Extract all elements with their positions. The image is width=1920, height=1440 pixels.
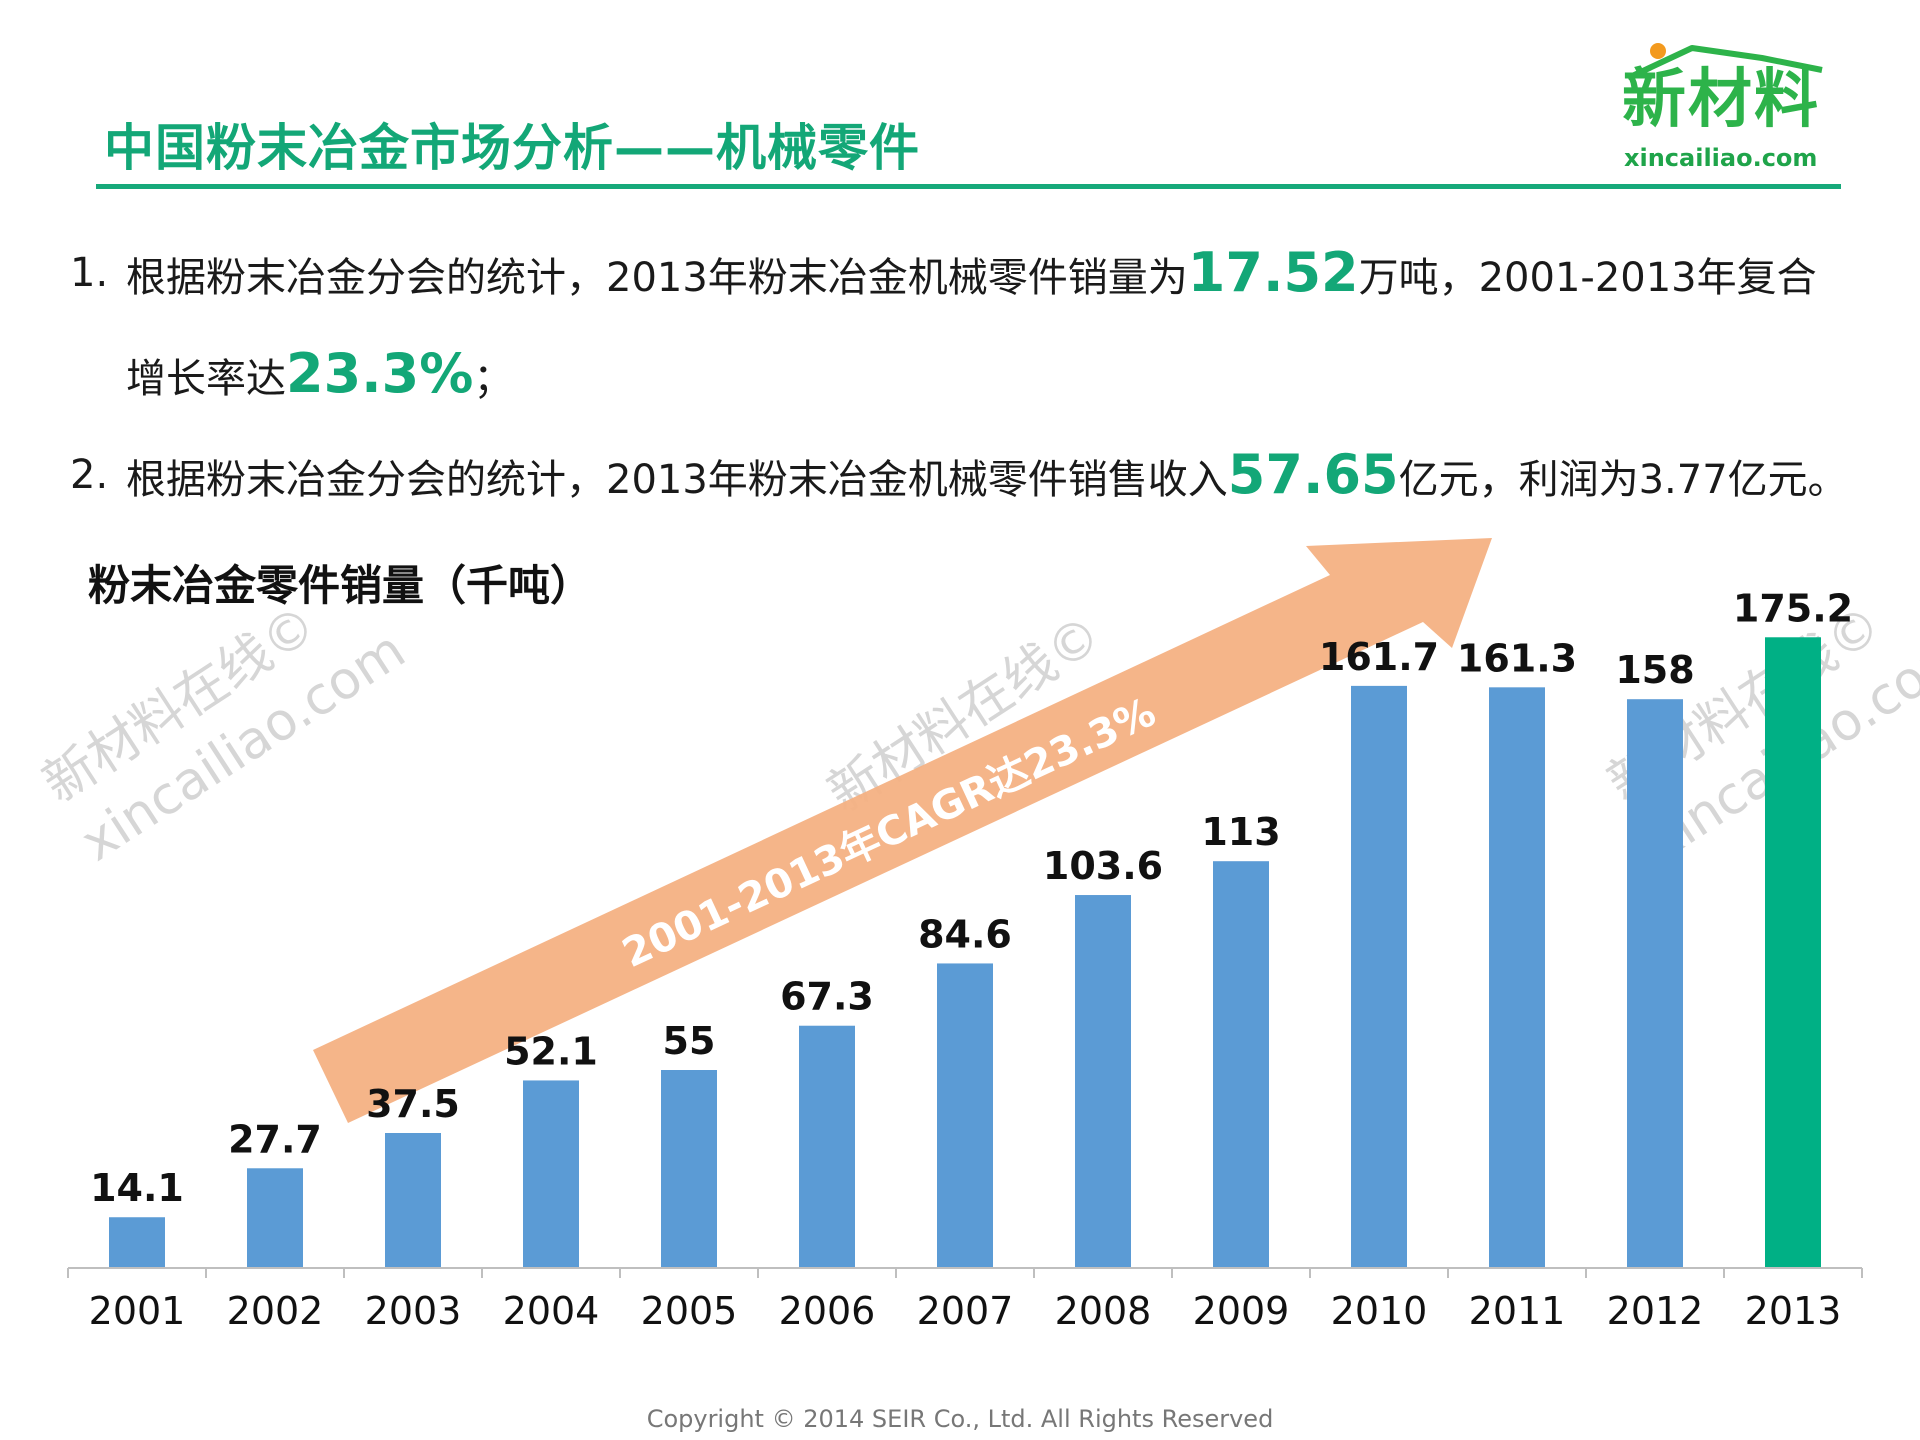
tick-label: 2002 <box>227 1289 324 1333</box>
tick-label: 2003 <box>365 1289 462 1333</box>
bullet-1: 1. 根据粉末冶金分会的统计，2013年粉末冶金机械零件销量为17.52万吨，2… <box>70 225 1850 427</box>
highlight-revenue: 57.65 <box>1227 443 1399 506</box>
data-label: 52.1 <box>504 1029 598 1073</box>
tick-label: 2009 <box>1193 1289 1290 1333</box>
bar-2002 <box>247 1168 303 1268</box>
bullet-list: 1. 根据粉末冶金分会的统计，2013年粉末冶金机械零件销量为17.52万吨，2… <box>70 225 1850 528</box>
bullet-text: 根据粉末冶金分会的统计，2013年粉末冶金机械零件销量为 <box>126 255 1188 301</box>
bullet-number: 2. <box>70 452 109 498</box>
data-label: 14.1 <box>90 1166 184 1210</box>
data-label: 175.2 <box>1733 586 1853 630</box>
tick-label: 2007 <box>917 1289 1014 1333</box>
bar-2009 <box>1213 861 1269 1268</box>
bullet-number: 1. <box>70 250 109 296</box>
bar-2007 <box>937 963 993 1268</box>
title-divider <box>96 184 1841 189</box>
data-label: 55 <box>663 1019 716 1063</box>
data-label: 161.7 <box>1319 635 1439 679</box>
bar-2012 <box>1627 699 1683 1268</box>
bullet-2: 2. 根据粉末冶金分会的统计，2013年粉末冶金机械零件销售收入57.65亿元，… <box>70 427 1850 528</box>
highlight-sales: 17.52 <box>1187 241 1359 304</box>
chart-title: 粉末冶金零件销量（千吨） <box>88 561 593 610</box>
bullet-text: 亿元，利润为3.77亿元。 <box>1398 457 1848 503</box>
tick-label: 2008 <box>1055 1289 1152 1333</box>
data-label: 161.3 <box>1457 636 1577 680</box>
bar-2006 <box>799 1025 855 1268</box>
tick-label: 2001 <box>89 1289 186 1333</box>
data-label: 158 <box>1615 648 1694 692</box>
highlight-cagr: 23.3% <box>286 342 474 405</box>
logo-text: 新材料 <box>1622 63 1820 137</box>
tick-label: 2012 <box>1607 1289 1704 1333</box>
bar-2008 <box>1075 895 1131 1268</box>
bullet-text: ； <box>473 356 514 402</box>
bar-2011 <box>1489 687 1545 1268</box>
bullet-text: 根据粉末冶金分会的统计，2013年粉末冶金机械零件销售收入 <box>126 457 1228 503</box>
tick-label: 2006 <box>779 1289 876 1333</box>
data-label: 103.6 <box>1043 844 1163 888</box>
tick-label: 2010 <box>1331 1289 1428 1333</box>
bar-2013 <box>1765 637 1821 1268</box>
bar-2001 <box>109 1217 165 1268</box>
bar-2003 <box>385 1133 441 1268</box>
data-label: 67.3 <box>780 975 874 1019</box>
data-label: 37.5 <box>366 1082 460 1126</box>
tick-label: 2011 <box>1469 1289 1566 1333</box>
data-label: 84.6 <box>918 912 1012 956</box>
copyright: Copyright © 2014 SEIR Co., Ltd. All Righ… <box>646 1405 1274 1433</box>
bar-2004 <box>523 1080 579 1268</box>
tick-label: 2013 <box>1745 1289 1842 1333</box>
tick-label: 2005 <box>641 1289 738 1333</box>
data-label: 27.7 <box>228 1117 322 1161</box>
bar-2010 <box>1351 685 1407 1268</box>
logo-url: xincailiao.com <box>1624 144 1818 172</box>
logo-roof-icon <box>1626 43 1823 80</box>
data-label: 113 <box>1201 810 1280 854</box>
page-title: 中国粉末冶金市场分析——机械零件 <box>104 119 920 177</box>
bar-2005 <box>661 1070 717 1268</box>
brand-logo: 新材料 xincailiao.com <box>1612 40 1852 172</box>
cagr-arrow <box>313 538 1492 1123</box>
bullet-text: 万吨，2001-2013年复合增长率达 <box>126 255 1817 402</box>
tick-label: 2004 <box>503 1289 600 1333</box>
